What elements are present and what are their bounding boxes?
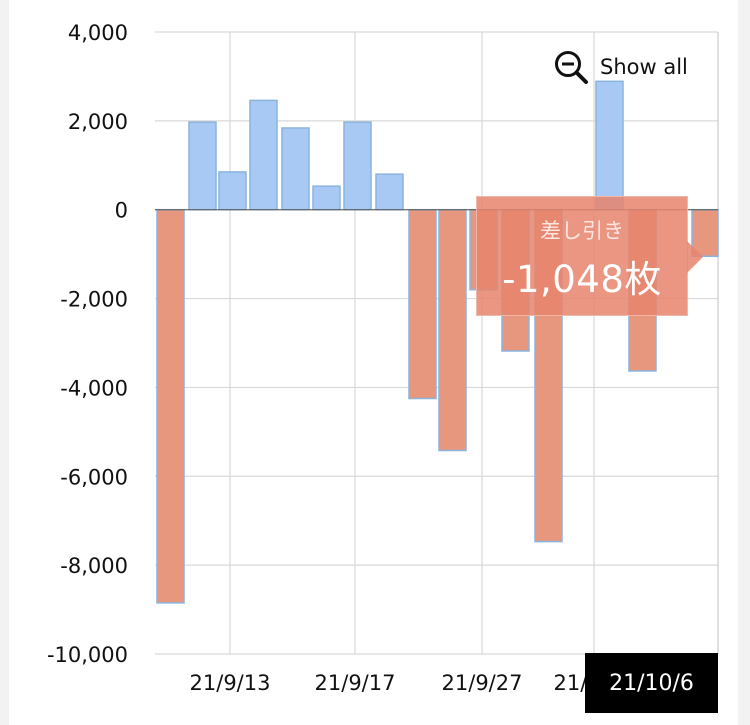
x-tick-label: 21/9/13 [190,671,271,695]
zoom-out-icon [555,50,588,84]
y-tick-label: -2,000 [60,288,128,312]
y-tick-label: 2,000 [68,110,128,134]
bar[interactable] [188,121,217,211]
y-tick-label: 0 [115,199,128,223]
y-tick-label: -8,000 [60,554,128,578]
bar[interactable] [408,208,437,400]
y-tick-label: -10,000 [47,643,128,667]
bar[interactable] [249,99,278,211]
y-tick-label: -6,000 [60,465,128,489]
bar[interactable] [281,127,310,211]
tooltip-label: 差し引き [540,219,624,243]
show-all-button[interactable]: Show all [553,48,688,86]
left-edge [0,0,9,725]
value-tooltip: 差し引き -1,048枚 [476,196,703,316]
bar[interactable] [438,208,467,452]
bar[interactable] [375,173,404,211]
y-axis-ticks: 4,000 2,000 0 -2,000 -4,000 -6,000 -8,000 -10,0… [47,21,128,667]
selected-date-badge: 21/10/6 [585,653,718,713]
bar[interactable] [156,208,185,604]
bar[interactable] [343,121,372,211]
x-tick-label: 21/9/27 [442,671,523,695]
bar[interactable] [312,185,341,211]
selected-date-label: 21/10/6 [609,670,694,696]
bars [155,80,719,604]
show-all-label: Show all [600,55,688,79]
tooltip-value: -1,048枚 [502,258,662,301]
right-edge [738,0,750,725]
bar[interactable] [218,171,247,211]
bar[interactable] [595,80,624,211]
x-tick-label: 21/9/17 [315,671,396,695]
tooltip-pointer [687,241,703,273]
y-tick-label: -4,000 [60,376,128,400]
y-tick-label: 4,000 [68,21,128,45]
